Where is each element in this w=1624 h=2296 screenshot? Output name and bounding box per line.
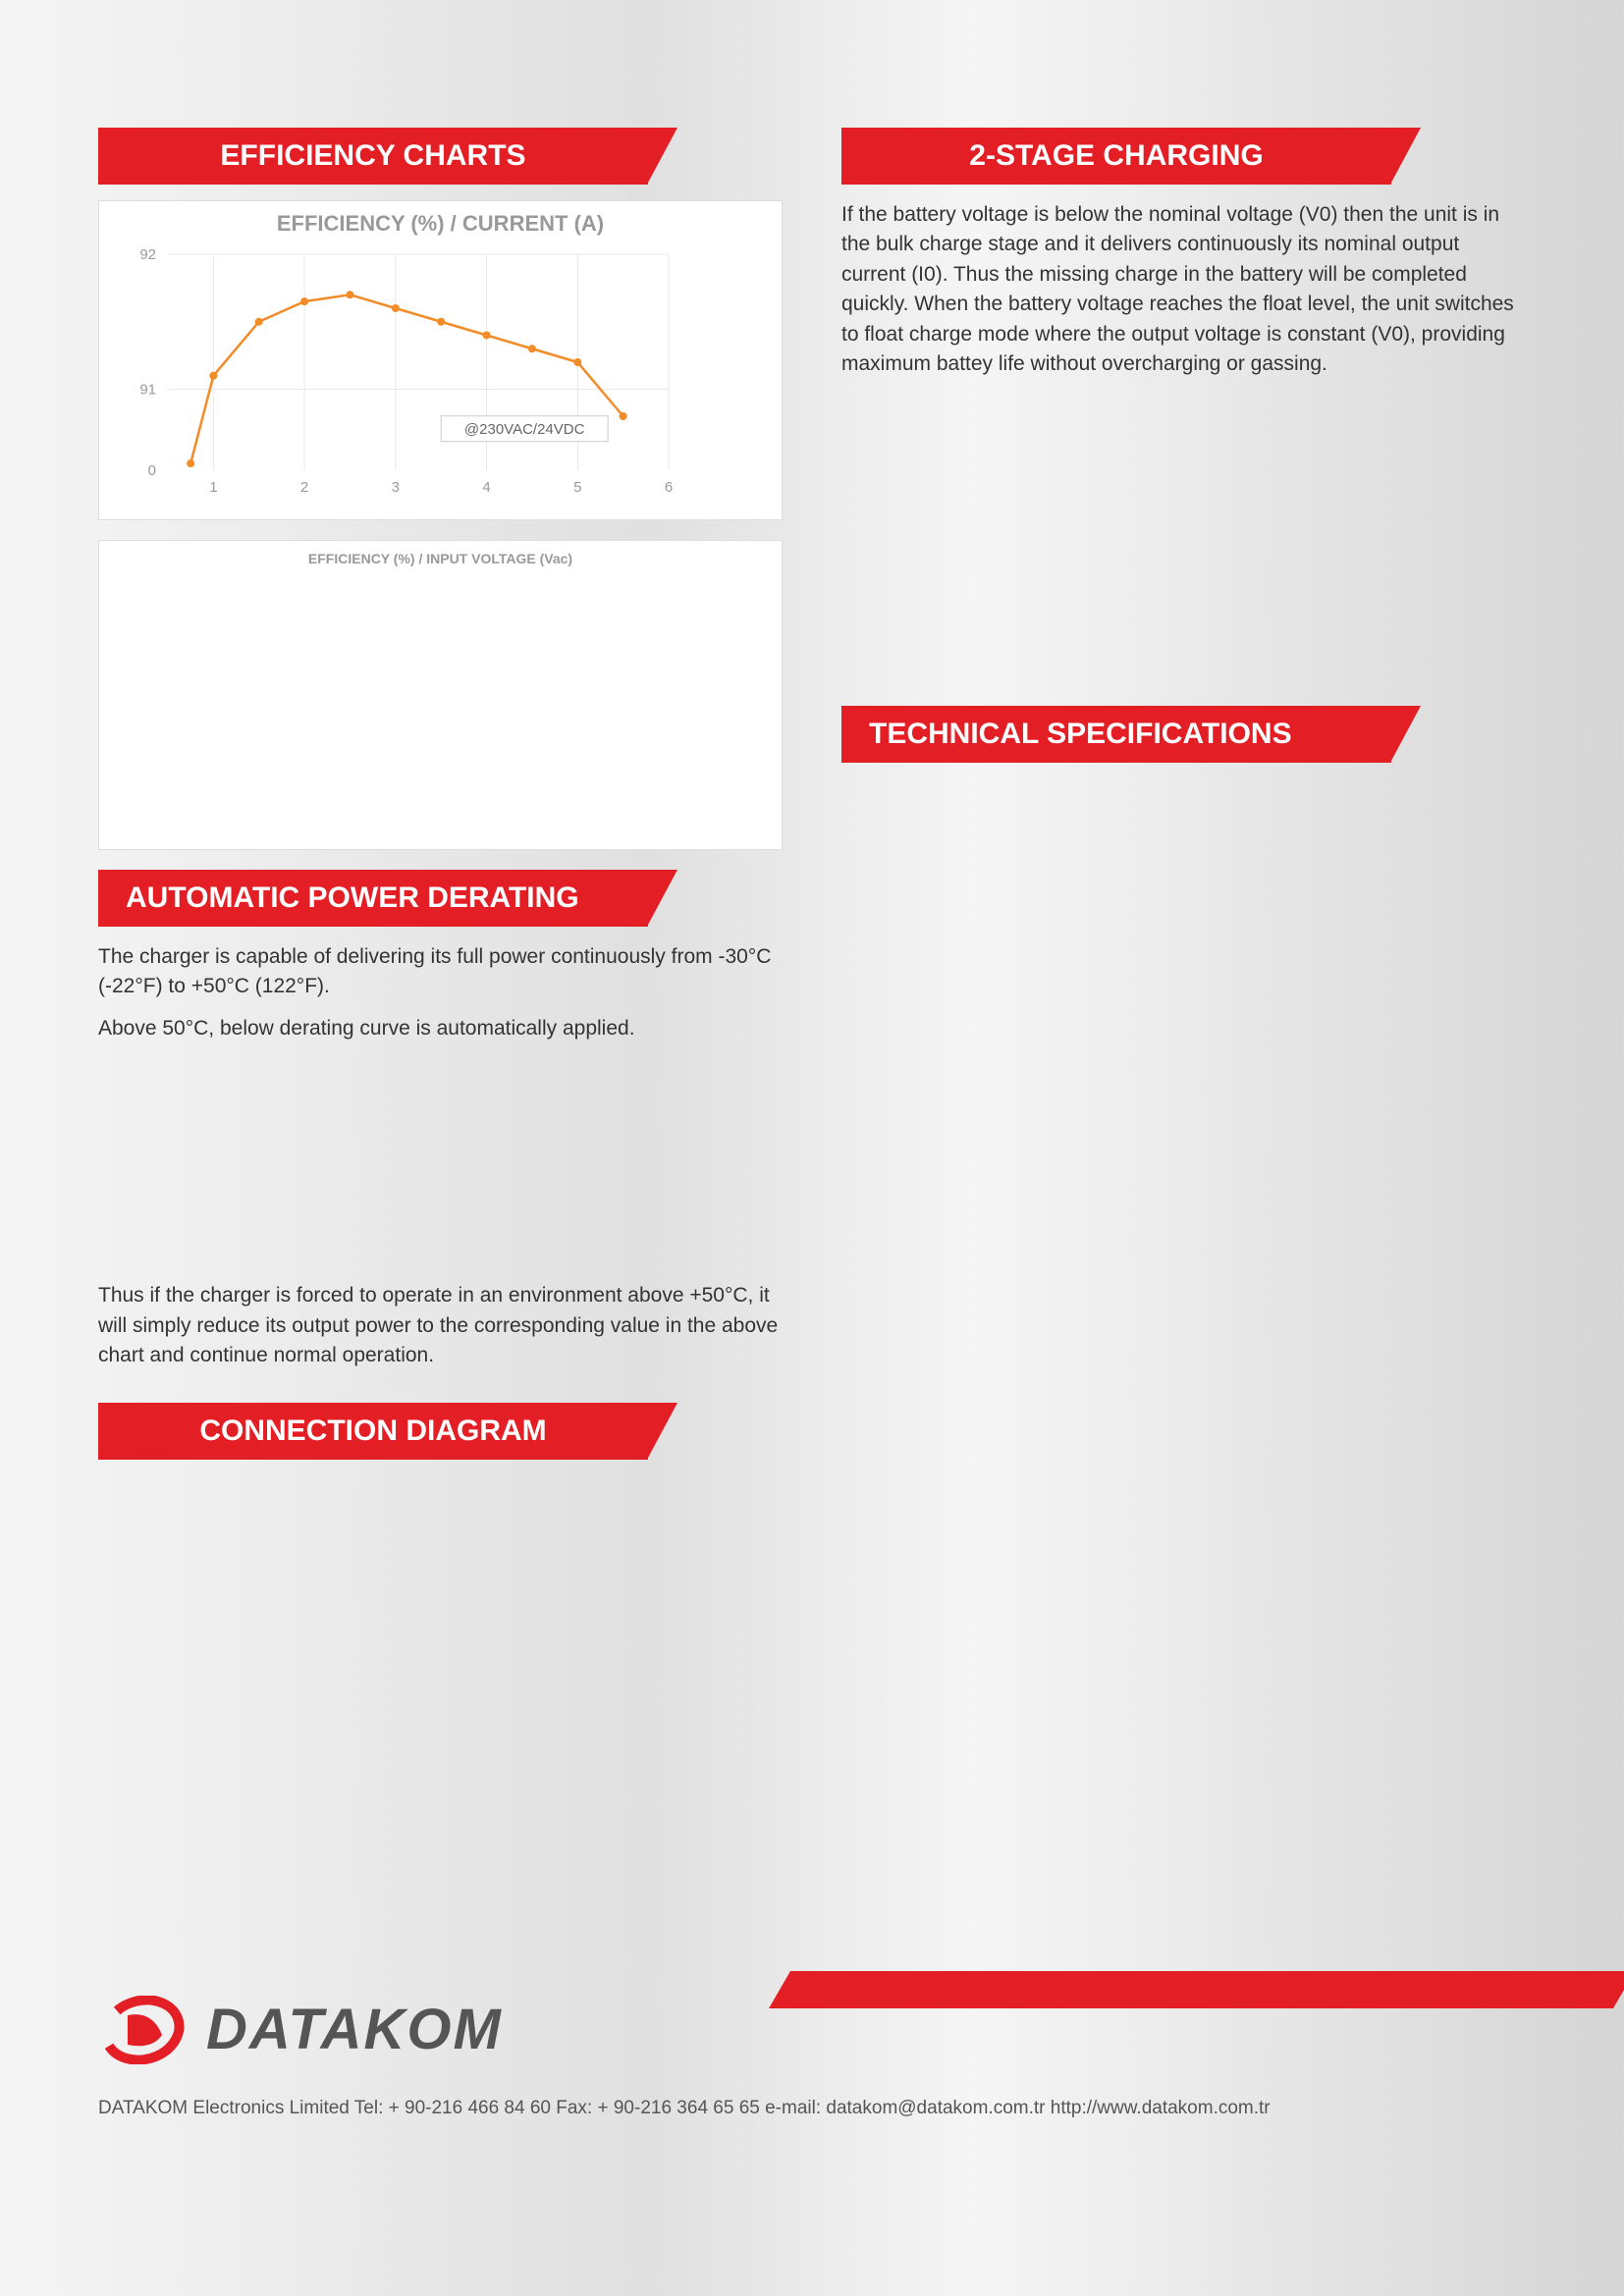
chart1-title: EFFICIENCY (%) / CURRENT (A) <box>119 211 762 237</box>
main-container: EFFICIENCY CHARTS EFFICIENCY (%) / CURRE… <box>98 128 1526 1947</box>
chart1-svg: 91 92 0 1 2 3 4 5 6 @230VAC/24VDC <box>119 244 688 500</box>
footer-wedge <box>769 1971 1624 2008</box>
svg-text:2: 2 <box>300 479 308 496</box>
efficiency-header: EFFICIENCY CHARTS <box>98 128 648 185</box>
svg-text:4: 4 <box>482 479 490 496</box>
svg-text:6: 6 <box>665 479 673 496</box>
chart2-title: EFFICIENCY (%) / INPUT VOLTAGE (Vac) <box>119 551 762 566</box>
chart2-svg <box>119 574 688 829</box>
tech-header: TECHNICAL SPECIFICATIONS <box>841 706 1391 763</box>
right-column: 2-STAGE CHARGING If the battery voltage … <box>841 128 1526 1947</box>
footer: DATAKOM DATAKOM Electronics Limited Tel:… <box>98 1996 1526 2133</box>
derating-para2: Above 50°C, below derating curve is auto… <box>98 1014 783 1043</box>
datakom-logo-icon <box>98 1996 187 2064</box>
derating-header: AUTOMATIC POWER DERATING <box>98 870 648 927</box>
connection-header: CONNECTION DIAGRAM <box>98 1403 648 1460</box>
footer-contact: DATAKOM Electronics Limited Tel: + 90-21… <box>98 2084 1526 2133</box>
connection-diagram <box>157 1495 668 1907</box>
charging-chart <box>841 392 1450 686</box>
svg-text:91: 91 <box>139 382 156 399</box>
svg-text:1: 1 <box>209 479 217 496</box>
chart1-box: EFFICIENCY (%) / CURRENT (A) 91 92 0 1 2 3 4 5 6… <box>98 200 783 520</box>
chart2-box: EFFICIENCY (%) / INPUT VOLTAGE (Vac) <box>98 540 783 850</box>
svg-text:5: 5 <box>573 479 581 496</box>
charging-para: If the battery voltage is below the nomi… <box>841 200 1526 380</box>
svg-text:92: 92 <box>139 246 156 263</box>
svg-text:0: 0 <box>148 462 156 479</box>
derating-chart <box>137 1055 648 1271</box>
charging-header: 2-STAGE CHARGING <box>841 128 1391 185</box>
logo-row: DATAKOM <box>98 1996 1526 2064</box>
company-name: DATAKOM <box>206 1997 503 2062</box>
left-column: EFFICIENCY CHARTS EFFICIENCY (%) / CURRE… <box>98 128 783 1947</box>
derating-para1: The charger is capable of delivering its… <box>98 942 783 1002</box>
svg-text:3: 3 <box>392 479 400 496</box>
derating-para3: Thus if the charger is forced to operate… <box>98 1281 783 1370</box>
svg-text:@230VAC/24VDC: @230VAC/24VDC <box>464 421 585 438</box>
